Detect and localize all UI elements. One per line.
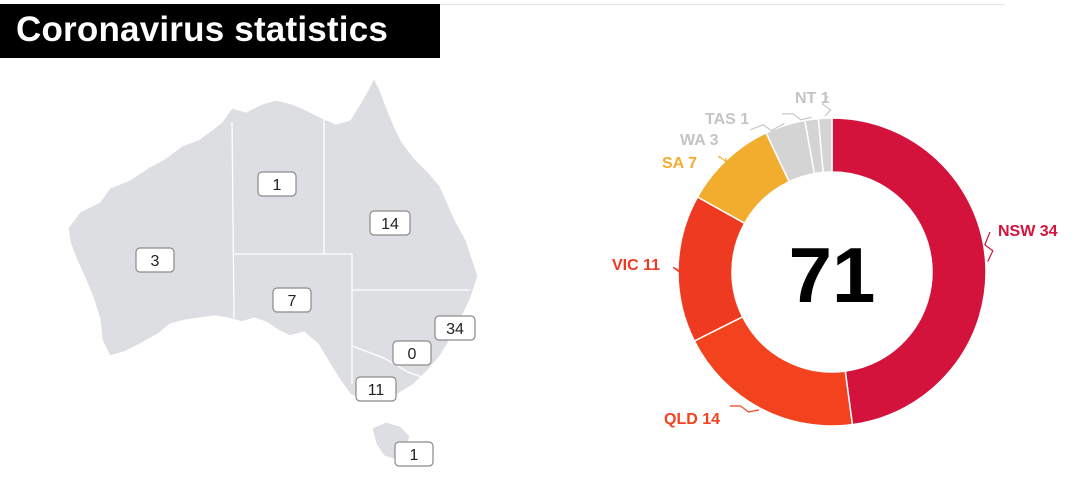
donut-chart: NSW 34 QLD 14 VIC 11 SA 7 WA 3 TAS 1 NT 1 71 [612, 90, 1058, 428]
donut-slices [677, 117, 987, 427]
map-label-value: 0 [408, 346, 417, 363]
slice-qld [693, 315, 854, 427]
leader-vic [672, 266, 682, 274]
slice-label-vic: VIC 11 [612, 257, 660, 274]
map-label-box [392, 340, 432, 366]
mainland-shape [67, 76, 479, 403]
leader-nsw [984, 231, 994, 262]
map-label-vic: 11 [355, 376, 397, 402]
map-label-value: 1 [410, 447, 419, 464]
map-label-nt: 1 [257, 171, 297, 197]
map-label-box [135, 247, 175, 273]
map-label-box [369, 210, 411, 236]
map-label-act: 0 [392, 340, 432, 366]
slice-label-nt: NT 1 [795, 90, 830, 107]
map-label-qld: 14 [369, 210, 411, 236]
donut-total: 71 [789, 231, 876, 319]
wa-border [231, 121, 235, 319]
map-label-box [272, 287, 312, 313]
slice-label-sa: SA 7 [662, 155, 697, 172]
map-label-value: 14 [381, 216, 399, 233]
map-label-value: 7 [288, 293, 297, 310]
leader-tas [781, 113, 812, 121]
leader-sa [718, 155, 728, 164]
map-label-sa: 7 [272, 287, 312, 313]
map-label-wa: 3 [135, 247, 175, 273]
map-label-tas: 1 [394, 441, 434, 467]
map-label-value: 11 [368, 382, 385, 399]
map-label-nsw: 34 [434, 315, 476, 341]
leader-qld [729, 405, 760, 413]
donut-labels: NSW 34 QLD 14 VIC 11 SA 7 WA 3 TAS 1 NT 1 [612, 90, 1058, 428]
top-divider [440, 4, 1005, 5]
map-label-value: 34 [446, 321, 464, 338]
slice-nt [817, 117, 833, 174]
leader-wa [749, 122, 785, 132]
slice-label-nsw: NSW 34 [998, 223, 1058, 240]
map-label-value: 3 [151, 253, 160, 270]
map-label-box [434, 315, 476, 341]
map-label-box [257, 171, 297, 197]
map-label-box [394, 441, 434, 467]
map-label-value: 1 [273, 177, 282, 194]
slice-label-tas: TAS 1 [705, 111, 749, 128]
slice-label-qld: QLD 14 [664, 411, 720, 428]
title-bar: Coronavirus statistics [0, 4, 440, 58]
page-title: Coronavirus statistics [16, 10, 389, 49]
slice-vic [677, 195, 746, 343]
leader-nt [821, 95, 832, 117]
map-label-box [355, 376, 397, 402]
slice-label-wa: WA 3 [680, 132, 719, 149]
donut-leader-lines [672, 95, 994, 413]
slice-nsw [831, 117, 987, 426]
